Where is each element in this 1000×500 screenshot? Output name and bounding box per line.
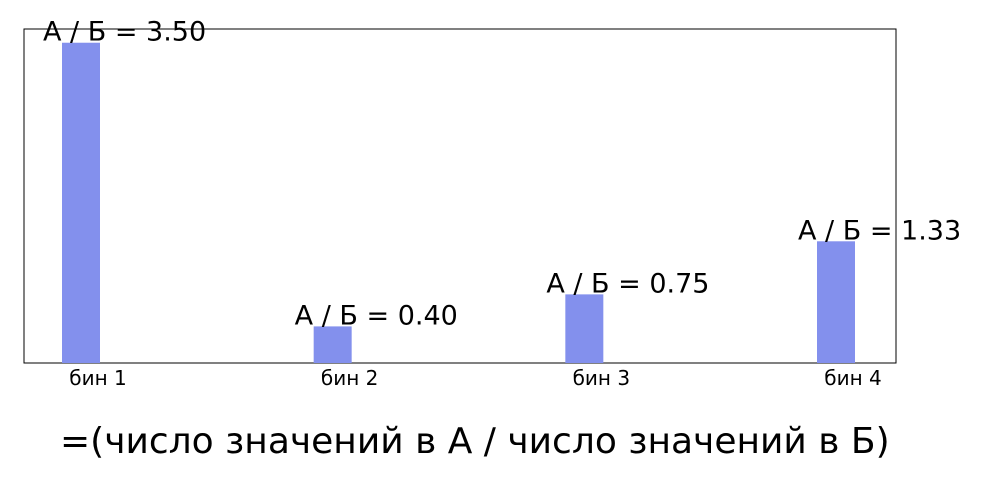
bar-value-label-3: А / Б = 0.75 [546,268,709,299]
bar-labels-layer: А / Б = 3.50 А / Б = 0.40 А / Б = 0.75 А / … [43,17,961,332]
x-tick-labels-layer: бин 1 бин 2 бин 3 бин 4 [69,366,882,390]
plot-frame [23,28,897,364]
bar-4 [817,241,855,363]
bars-layer [62,42,855,364]
x-tick-label-4: бин 4 [824,366,882,390]
ratio-bar-chart: А / Б = 3.50 А / Б = 0.40 А / Б = 0.75 А / … [23,17,961,390]
x-tick-label-3: бин 3 [573,366,631,390]
bar-1 [62,42,100,364]
x-tick-label-2: бин 2 [321,366,379,390]
bar-2 [313,326,352,363]
bar-value-label-1: А / Б = 3.50 [43,17,206,48]
formula-caption: =(число значений в А / число значений в … [60,421,890,462]
x-tick-label-1: бин 1 [69,366,127,390]
bar-value-label-2: А / Б = 0.40 [295,300,458,331]
bar-3 [565,294,604,363]
bar-value-label-4: А / Б = 1.33 [798,215,961,246]
